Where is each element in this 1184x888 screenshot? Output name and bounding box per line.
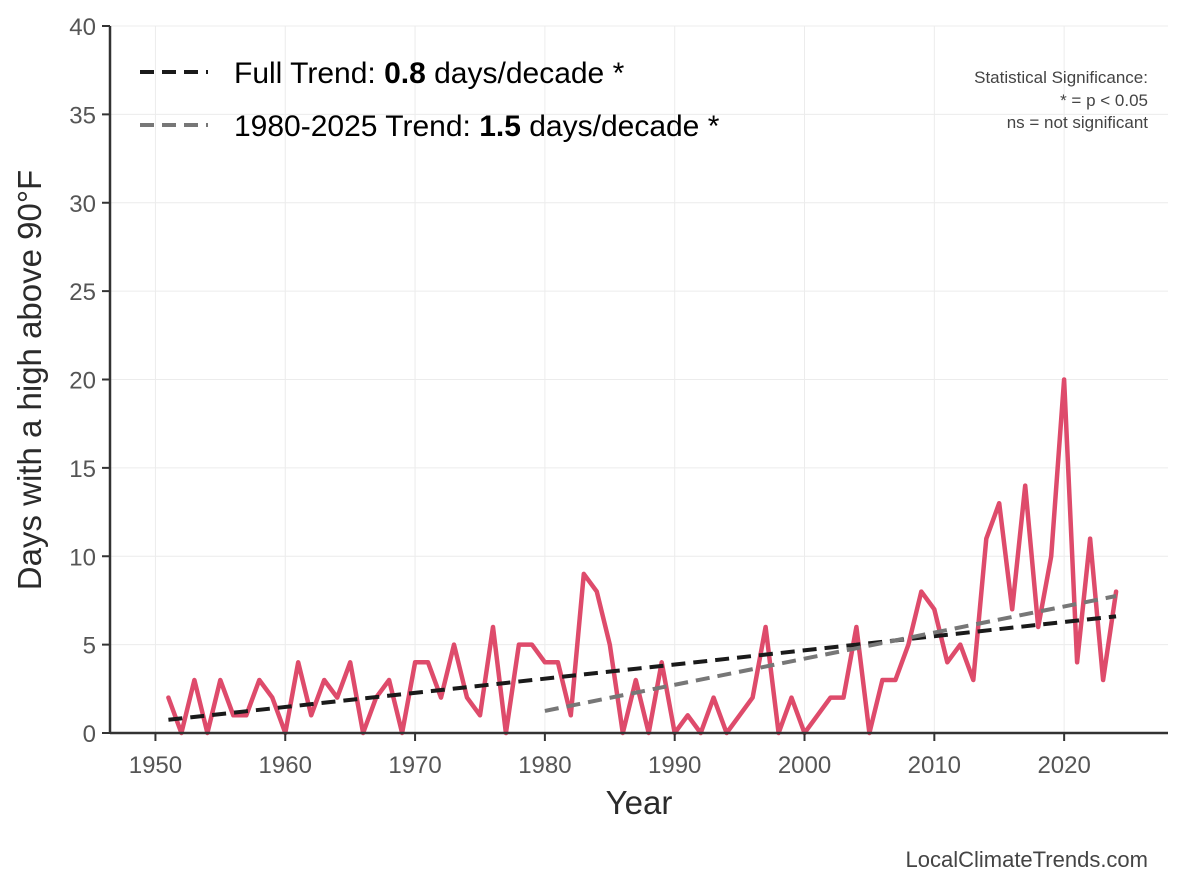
- trend-line-full: [168, 614, 1117, 722]
- y-tick-label: 20: [69, 368, 96, 395]
- y-tick-label: 5: [83, 633, 96, 660]
- y-ticks: 0 5 10 15 20 25 30 35 40: [69, 14, 110, 748]
- x-tick-label: 1960: [259, 752, 312, 779]
- y-tick-label: 40: [69, 14, 96, 41]
- x-tick-label: 2000: [778, 752, 831, 779]
- legend: Full Trend: 0.8 days/decade * 1980-2025 …: [140, 57, 720, 143]
- y-axis-title: Days with a high above 90°F: [11, 170, 48, 590]
- y-tick-label: 35: [69, 102, 96, 129]
- grid: [110, 25, 1168, 733]
- legend-full-prefix: Full Trend:: [234, 57, 384, 90]
- x-tick-label: 1970: [388, 752, 441, 779]
- significance-title: Statistical Significance:: [974, 68, 1148, 87]
- y-tick-label: 15: [69, 456, 96, 483]
- y-tick-label: 25: [69, 279, 96, 306]
- x-tick-label: 1990: [648, 752, 701, 779]
- trend-layer: [168, 594, 1117, 722]
- trend-line-1980-2025: [544, 594, 1117, 713]
- series-line-days-above-90: [166, 377, 1119, 736]
- x-tick-label: 2020: [1037, 752, 1090, 779]
- x-axis-title: Year: [606, 784, 673, 821]
- legend-full-suffix: days/decade *: [426, 57, 625, 90]
- legend-label-full-trend: Full Trend: 0.8 days/decade *: [234, 57, 625, 90]
- credit-text: LocalClimateTrends.com: [906, 847, 1149, 872]
- significance-note: Statistical Significance: * = p < 0.05 n…: [974, 68, 1148, 132]
- legend-label-1980-trend: 1980-2025 Trend: 1.5 days/decade *: [234, 110, 720, 143]
- x-tick-label: 1950: [129, 752, 182, 779]
- legend-1980-prefix: 1980-2025 Trend:: [234, 110, 479, 143]
- legend-1980-suffix: days/decade *: [521, 110, 720, 143]
- x-tick-label: 1980: [518, 752, 571, 779]
- x-tick-label: 2010: [908, 752, 961, 779]
- series-layer: [166, 377, 1119, 736]
- y-tick-label: 30: [69, 191, 96, 218]
- legend-1980-rate: 1.5: [479, 110, 521, 143]
- x-ticks: 1950 1960 1970 1980 1990 2000 2010 2020: [129, 733, 1091, 779]
- significance-line-2: ns = not significant: [1007, 113, 1149, 132]
- y-tick-label: 10: [69, 544, 96, 571]
- legend-full-rate: 0.8: [384, 57, 426, 90]
- significance-line-1: * = p < 0.05: [1060, 91, 1148, 110]
- y-tick-label: 0: [83, 721, 96, 748]
